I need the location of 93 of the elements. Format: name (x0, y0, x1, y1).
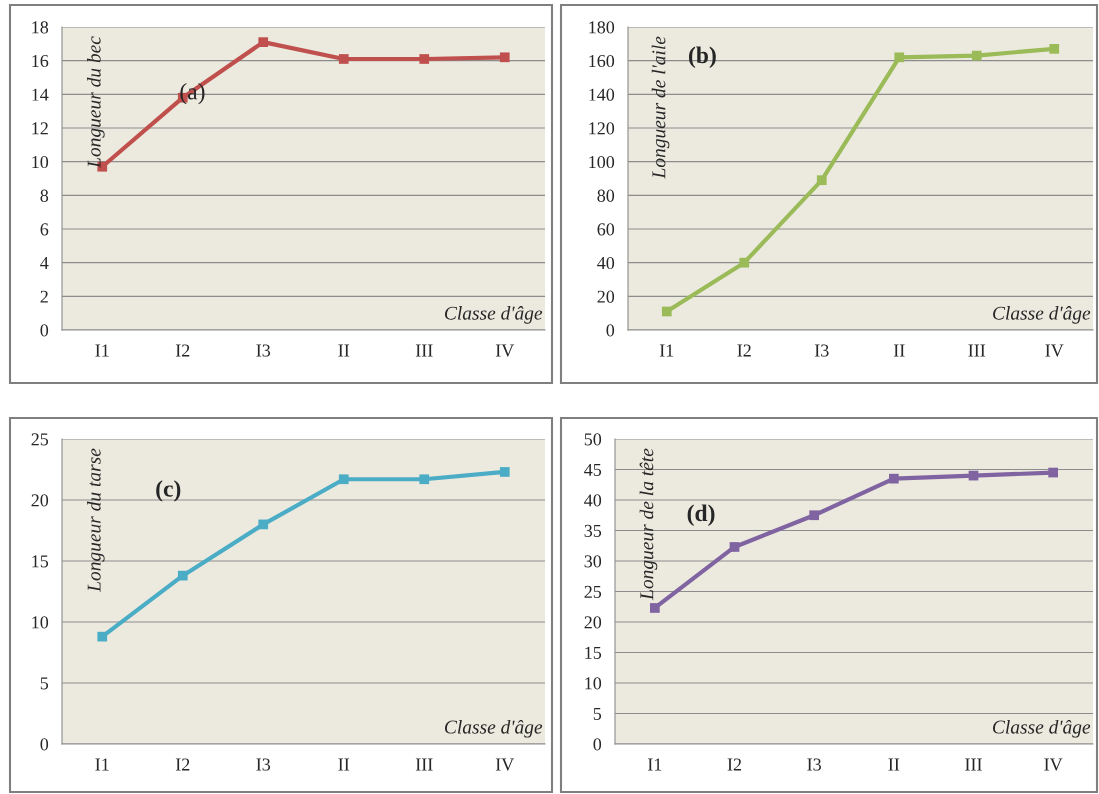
point (177, 570, 188, 581)
point (258, 37, 269, 48)
point (888, 473, 899, 484)
x-tick-label: II (888, 758, 900, 771)
y-tick-label: 120 (589, 122, 615, 135)
x-tick-label: IV (495, 758, 515, 771)
x-tick-label: I2 (175, 758, 190, 771)
y-tick-label: 10 (585, 677, 602, 690)
y-tick-label: 45 (584, 463, 602, 476)
y-tick-label: 60 (597, 223, 615, 236)
y-tick-label: 18 (32, 21, 49, 34)
y-tick-label: 5 (593, 707, 602, 720)
y-tick-label: 100 (589, 155, 615, 169)
y-tick-label: 6 (40, 223, 49, 236)
point (816, 175, 827, 186)
x-axis-title: Classe d'âge (993, 719, 1091, 738)
x-tick-label: III (415, 344, 433, 357)
x-tick-label: IV (1045, 344, 1064, 357)
y-tick-label: 5 (40, 677, 49, 690)
y-tick-label: 80 (597, 189, 615, 202)
x-tick-label: II (338, 344, 350, 357)
y-tick-label: 12 (32, 122, 48, 135)
x-tick-label: I1 (659, 344, 674, 357)
x-tick-label: I3 (256, 344, 271, 357)
point (729, 542, 740, 552)
y-tick-label: 14 (32, 88, 49, 101)
y-tick-label: 50 (584, 433, 602, 446)
point (338, 54, 349, 64)
y-tick-label: 40 (584, 494, 602, 507)
x-tick-label: III (415, 758, 433, 771)
x-tick-label: IV (1044, 758, 1063, 771)
y-tick-label: 180 (589, 21, 615, 34)
x-tick-label: I1 (647, 758, 662, 771)
x-tick-label: I2 (175, 344, 190, 357)
x-tick-label: II (893, 344, 905, 357)
annotation: (d) (687, 504, 715, 526)
point (1049, 44, 1060, 54)
y-axis-title: Longueur du bec (86, 36, 105, 169)
point (1048, 467, 1059, 478)
y-tick-label: 10 (32, 155, 49, 169)
point (649, 603, 660, 613)
x-tick-label: I2 (737, 344, 751, 357)
y-axis-title: Longueur du tarse (86, 448, 105, 593)
x-tick-label: I1 (95, 758, 109, 771)
y-axis-title: Longueur de l'aile (651, 36, 670, 179)
x-tick-label: I1 (95, 344, 109, 357)
x-tick-label: IV (495, 344, 515, 357)
annotation: (c) (156, 480, 181, 502)
x-tick-label: III (965, 758, 982, 771)
y-tick-label: 10 (32, 616, 49, 629)
y-tick-label: 16 (32, 54, 49, 68)
point (661, 306, 672, 317)
x-axis-title: Classe d'âge (444, 306, 543, 324)
point (258, 519, 269, 530)
x-tick-label: II (338, 758, 350, 771)
y-tick-label: 140 (589, 88, 615, 101)
x-tick-label: III (968, 344, 986, 357)
x-axis-title: Classe d'âge (444, 719, 543, 738)
point (97, 631, 108, 642)
y-tick-label: 40 (597, 256, 615, 270)
x-tick-label: I3 (256, 758, 271, 771)
y-tick-label: 0 (40, 738, 49, 751)
y-tick-label: 0 (593, 738, 602, 751)
y-tick-label: 8 (40, 189, 49, 202)
y-tick-label: 30 (584, 555, 602, 568)
point (809, 510, 820, 521)
point (499, 467, 510, 477)
y-tick-label: 160 (589, 54, 615, 68)
point (419, 474, 430, 485)
y-tick-label: 15 (32, 555, 49, 568)
x-axis-title: Classe d'âge (993, 306, 1091, 324)
y-tick-label: 20 (584, 616, 602, 629)
y-tick-label: 15 (585, 646, 602, 659)
x-tick-label: I3 (814, 344, 829, 357)
point (971, 50, 982, 61)
y-tick-label: 0 (40, 324, 49, 337)
y-axis-title: Longueur de la tête (639, 448, 658, 601)
point (338, 474, 349, 485)
y-tick-label: 4 (40, 257, 49, 269)
point (894, 52, 905, 63)
point (419, 54, 430, 64)
y-tick-label: 0 (606, 324, 615, 337)
y-tick-label: 20 (31, 494, 49, 507)
x-tick-label: I2 (727, 758, 742, 771)
point (739, 257, 750, 268)
y-tick-label: 2 (40, 290, 48, 303)
annotation: (b) (689, 46, 716, 69)
y-tick-label: 25 (584, 585, 602, 598)
point (499, 52, 510, 63)
y-tick-label: 20 (597, 290, 615, 303)
x-tick-label: I3 (807, 758, 821, 771)
y-tick-label: 35 (584, 524, 602, 537)
y-tick-label: 25 (31, 433, 49, 446)
